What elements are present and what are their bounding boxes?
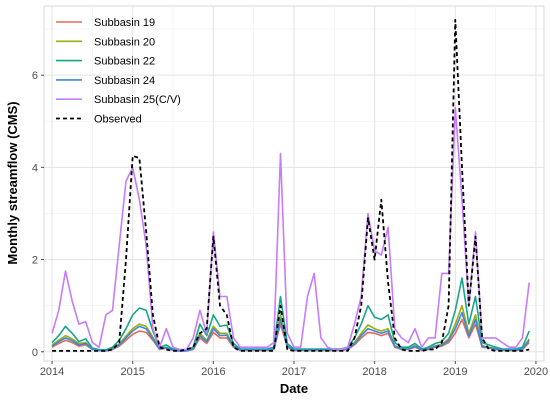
x-tick-label: 2016 xyxy=(201,366,225,378)
x-tick-label: 2019 xyxy=(443,366,467,378)
x-axis-title: Date xyxy=(280,381,308,396)
legend-label-4: Subbasin 25(C/V) xyxy=(94,94,181,106)
x-tick-label: 2015 xyxy=(120,366,144,378)
plot-panel xyxy=(43,5,545,362)
y-axis: 0 2 4 6 xyxy=(32,70,44,359)
x-axis: 2014 2015 2016 2017 2018 2019 2020 xyxy=(40,361,548,378)
x-tick-label: 2014 xyxy=(40,366,64,378)
x-tick-label: 2020 xyxy=(524,366,548,378)
x-tick-label: 2018 xyxy=(362,366,386,378)
legend: Subbasin 19 Subbasin 20 Subbasin 22 Subbasi… xyxy=(56,17,181,126)
y-tick-label: 0 xyxy=(32,347,38,359)
series-layer xyxy=(51,18,530,352)
legend-label-5: Observed xyxy=(94,114,142,126)
y-tick-label: 6 xyxy=(32,70,38,82)
y-axis-title: Monthly streamflow (CMS) xyxy=(5,101,20,264)
series-line-5 xyxy=(52,18,530,352)
grid-major xyxy=(44,6,544,361)
y-tick-label: 4 xyxy=(32,162,38,174)
y-tick-label: 2 xyxy=(32,255,38,267)
legend-label-1: Subbasin 20 xyxy=(94,36,155,48)
x-tick-label: 2017 xyxy=(282,366,306,378)
legend-label-0: Subbasin 19 xyxy=(94,17,155,29)
legend-label-3: Subbasin 24 xyxy=(94,75,155,87)
legend-label-2: Subbasin 22 xyxy=(94,56,155,68)
series-line-2 xyxy=(51,277,530,351)
series-line-3 xyxy=(51,311,530,352)
